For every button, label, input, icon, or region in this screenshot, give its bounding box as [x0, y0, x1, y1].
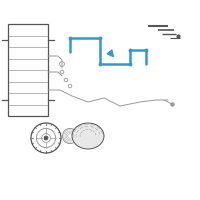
- Circle shape: [44, 136, 48, 140]
- Ellipse shape: [72, 123, 104, 149]
- Bar: [8, 24, 48, 116]
